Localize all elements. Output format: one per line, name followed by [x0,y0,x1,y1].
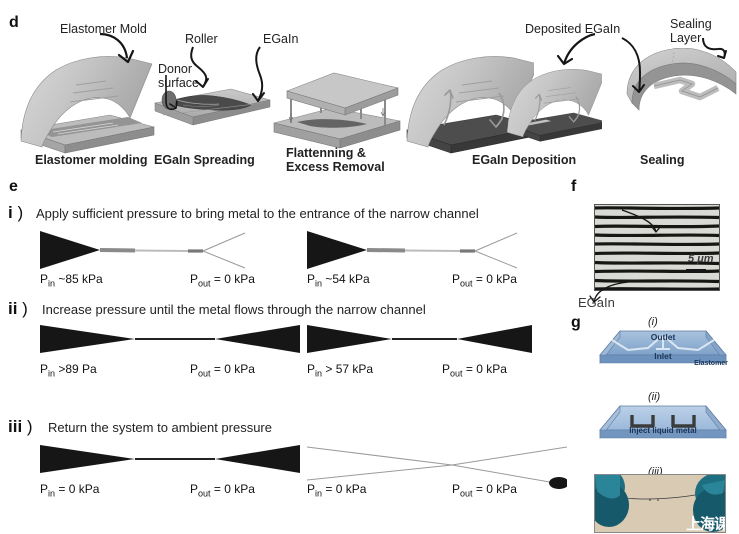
svg-text:Outlet: Outlet [651,332,676,342]
svg-text:Inject liquid metal: Inject liquid metal [629,426,697,435]
svg-text:Elastomer: Elastomer [694,360,728,367]
svg-text:Inlet: Inlet [654,351,672,361]
